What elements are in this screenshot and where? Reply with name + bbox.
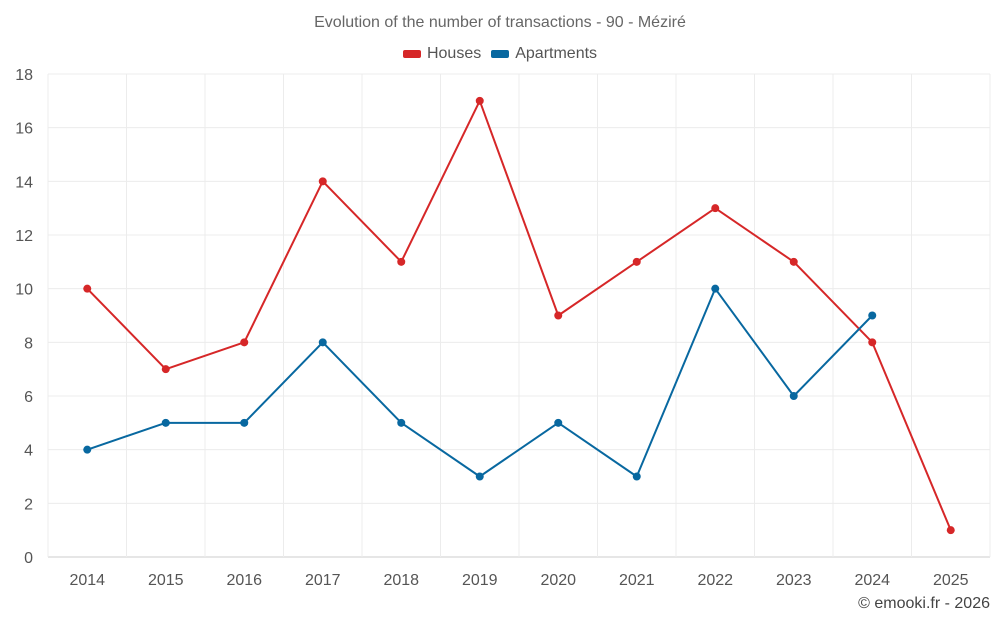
data-point-apartments — [554, 418, 563, 427]
data-point-houses — [475, 96, 484, 105]
legend-label-houses: Houses — [426, 45, 482, 62]
data-point-apartments — [397, 418, 406, 427]
x-tick-label: 2019 — [462, 572, 498, 589]
y-tick-label: 2 — [24, 496, 33, 513]
data-point-apartments — [240, 418, 249, 427]
data-point-apartments — [632, 472, 641, 481]
y-tick-label: 14 — [15, 174, 33, 191]
y-tick-label: 8 — [24, 335, 33, 352]
data-point-apartments — [83, 445, 92, 454]
data-point-houses — [632, 257, 641, 266]
y-tick-label: 4 — [24, 443, 33, 460]
x-tick-label: 2024 — [854, 572, 890, 589]
data-point-apartments — [318, 338, 327, 347]
chart-title: Evolution of the number of transactions … — [314, 14, 686, 31]
legend: Houses Apartments — [0, 45, 1000, 63]
y-tick-label: 12 — [15, 228, 33, 245]
y-tick-label: 10 — [15, 282, 33, 299]
data-point-apartments — [868, 311, 877, 320]
data-point-apartments — [789, 392, 798, 400]
data-point-houses — [240, 338, 249, 347]
x-tick-label: 2020 — [540, 572, 576, 589]
legend-item-houses[interactable]: Houses — [402, 45, 482, 63]
x-tick-label: 2021 — [619, 572, 655, 589]
legend-label-apartments: Apartments — [515, 45, 598, 62]
data-point-houses — [83, 284, 92, 293]
data-point-houses — [318, 177, 327, 186]
x-tick-label: 2015 — [148, 572, 184, 589]
data-point-houses — [161, 365, 170, 374]
x-tick-label: 2016 — [226, 572, 262, 589]
x-tick-label: 2025 — [933, 572, 969, 589]
x-tick-label: 2023 — [776, 572, 812, 589]
data-point-apartments — [161, 418, 170, 427]
x-tick-label: 2017 — [305, 572, 341, 589]
legend-swatch-apartments — [491, 50, 510, 58]
data-point-apartments — [711, 284, 720, 293]
y-tick-label: 18 — [15, 67, 33, 84]
x-tick-label: 2018 — [383, 572, 419, 589]
y-tick-label: 16 — [15, 121, 33, 138]
legend-item-apartments[interactable]: Apartments — [491, 45, 597, 63]
credit-text: © emooki.fr - 2026 — [858, 595, 990, 612]
x-tick-label: 2022 — [697, 572, 733, 589]
data-point-houses — [868, 338, 877, 347]
series-line-houses — [86, 99, 952, 531]
data-point-houses — [554, 311, 563, 320]
y-tick-label: 0 — [24, 550, 33, 567]
data-point-houses — [397, 257, 406, 266]
y-tick-label: 6 — [24, 389, 33, 406]
data-point-houses — [711, 204, 720, 213]
data-point-houses — [946, 526, 955, 535]
data-point-houses — [789, 257, 798, 266]
data-point-apartments — [475, 472, 484, 481]
legend-swatch-houses — [402, 50, 421, 58]
x-tick-label: 2014 — [69, 572, 105, 589]
